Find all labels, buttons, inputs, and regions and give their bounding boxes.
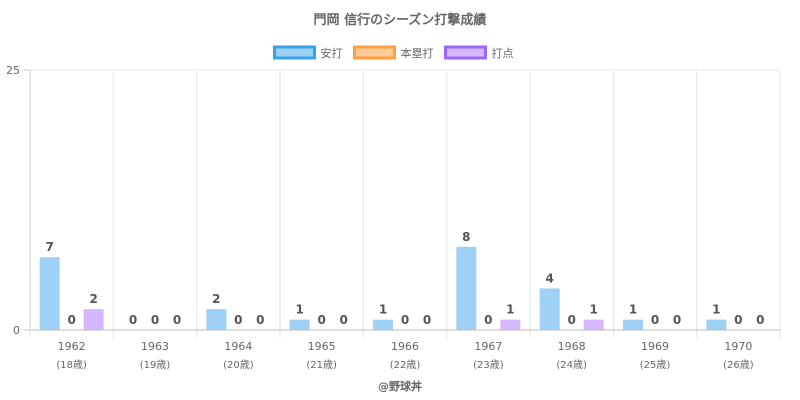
data-label-1966-0: 1 [379,303,387,317]
legend-swatch-0 [273,45,316,60]
chart-title: 門岡 信行のシーズン打撃成績 [314,12,487,28]
legend: 安打 本塁打 打点 [273,45,514,60]
x-tick-sublabel: (22歳) [390,359,421,371]
data-label-1964-1: 0 [234,313,242,327]
x-tick-label: 1970 [724,340,752,353]
data-label-1967-2: 1 [506,303,514,317]
x-tick-sublabel: (24歳) [556,359,587,371]
bar-1962-0 [39,257,60,330]
data-label-1963-1: 0 [151,313,159,327]
x-tick-label: 1969 [641,340,669,353]
data-label-1969-0: 1 [629,303,637,317]
data-label-1964-2: 0 [256,313,264,327]
legend-swatch-1 [353,45,396,60]
x-tick-label: 1965 [308,340,336,353]
bar-1969-0 [623,319,643,330]
x-tick-sublabel: (18歳) [56,359,87,371]
data-label-1963-0: 0 [129,313,137,327]
bar-1968-0 [539,288,560,330]
data-label-1962-0: 7 [45,240,53,254]
bar-1967-2 [500,319,521,330]
x-tick-label: 1964 [224,340,252,353]
credit-label: @野球丼 [378,379,422,393]
data-label-1970-2: 0 [756,313,764,327]
bar-1962-2 [83,309,104,330]
x-tick-label: 1968 [558,340,586,353]
data-label-1970-0: 1 [712,303,720,317]
x-tick-sublabel: (25歳) [640,359,671,371]
x-tick-sublabel: (19歳) [140,359,171,371]
data-label-1963-2: 0 [173,313,181,327]
x-tick-label: 1963 [141,340,169,353]
bar-1970-0 [706,319,727,330]
data-label-1965-1: 0 [317,313,325,327]
bar-1966-0 [373,319,393,330]
legend-swatch-2 [444,45,487,60]
data-label-1966-2: 0 [423,313,431,327]
data-label-1967-1: 0 [484,313,492,327]
x-tick-sublabel: (21歳) [306,359,337,371]
x-tick-sublabel: (20歳) [223,359,254,371]
data-label-1970-1: 0 [734,313,742,327]
data-label-1969-1: 0 [651,313,659,327]
legend-label-2: 打点 [492,46,514,60]
data-label-1969-2: 0 [673,313,681,327]
bar-1964-0 [206,309,227,330]
data-label-1967-0: 8 [462,230,470,244]
y-axis: 0 25 [6,64,31,337]
data-label-1962-2: 2 [89,292,97,306]
x-tick-sublabel: (26歳) [723,359,754,371]
bars [39,246,727,330]
bar-1968-2 [583,319,604,330]
x-axis: 1962 (18歳) 1963 (19歳) 1964 (20歳) 1965 (21歳) 1966… [30,329,780,371]
bar-1967-0 [456,246,477,330]
x-tick-label: 1962 [58,340,86,353]
x-tick-label: 1966 [391,340,419,353]
x-tick-sublabel: (23歳) [473,359,504,371]
legend-label-0: 安打 [321,46,343,60]
x-tick-label: 1967 [474,340,502,353]
data-label-1968-0: 4 [545,271,553,285]
data-label-1962-1: 0 [67,313,75,327]
data-label-1968-2: 1 [589,303,597,317]
y-tick-label: 0 [13,324,20,337]
bar-1965-0 [289,319,310,330]
data-label-1964-0: 2 [212,292,220,306]
legend-label-1: 本塁打 [401,46,434,60]
data-label-1965-0: 1 [295,303,303,317]
grid-lines [29,69,781,338]
y-tick-label: 25 [6,64,20,77]
data-label-1966-1: 0 [401,313,409,327]
data-label-1968-1: 0 [567,313,575,327]
data-label-1965-2: 0 [339,313,347,327]
